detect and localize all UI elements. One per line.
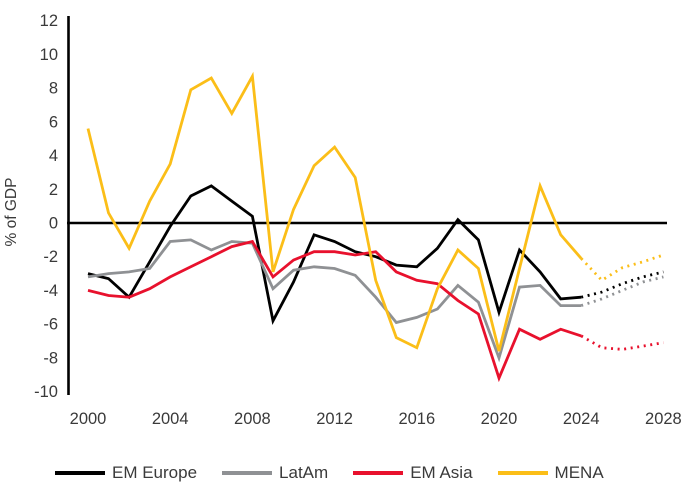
y-tick-label: 4 [49,147,58,165]
series-forecast-line-mena [580,253,664,283]
x-tick-label: 2016 [398,410,435,428]
latam-line-swatch [222,471,273,475]
series-line-latam [87,238,582,363]
y-axis-title: % of GDP [3,178,20,247]
y-tick-label: -4 [43,282,58,300]
y-tick-label: 10 [40,46,58,64]
series-line-mena [86,71,583,352]
mena-line-swatch [497,471,548,475]
legend-label-em-asia: EM Asia [410,463,473,482]
x-tick-label: 2004 [152,410,189,428]
x-tick-label: 2024 [563,410,600,428]
y-tick-label: 12 [40,12,58,30]
y-tick-label: 6 [49,113,58,131]
legend-item-mena: MENA [497,463,604,483]
y-tick-label: -8 [43,349,58,367]
y-tick-label: 0 [49,215,58,233]
series-line-em-europe [87,184,582,325]
em-europe-line-swatch [55,471,105,475]
y-tick-label: -6 [43,316,58,334]
legend-label-mena: MENA [554,463,604,482]
x-tick-label: 2028 [645,410,682,428]
legend-item-em-asia: EM Asia [353,463,473,483]
em-asia-line-swatch [353,471,404,475]
series-forecast-line-em-europe [580,270,664,299]
y-tick-label: -2 [43,248,58,266]
legend-label-em-europe: EM Europe [112,463,198,482]
legend-item-latam: LatAm [222,463,328,483]
legend-item-em-europe: EM Europe [55,463,197,483]
legend-label-latam: LatAm [279,463,329,482]
series-forecast-line-latam [580,275,664,307]
x-tick-label: 2020 [481,410,518,428]
x-tick-label: 2008 [234,410,271,428]
series-line-em-asia [87,239,582,383]
y-tick-label: 8 [49,80,58,98]
x-tick-label: 2000 [70,410,107,428]
series-forecast-line-em-asia [580,334,664,351]
y-tick-label: 2 [49,181,58,199]
chart-legend: EM Europe LatAm EM Asia MENA [55,461,604,485]
x-tick-label: 2012 [316,410,353,428]
y-tick-label: -10 [34,383,58,401]
